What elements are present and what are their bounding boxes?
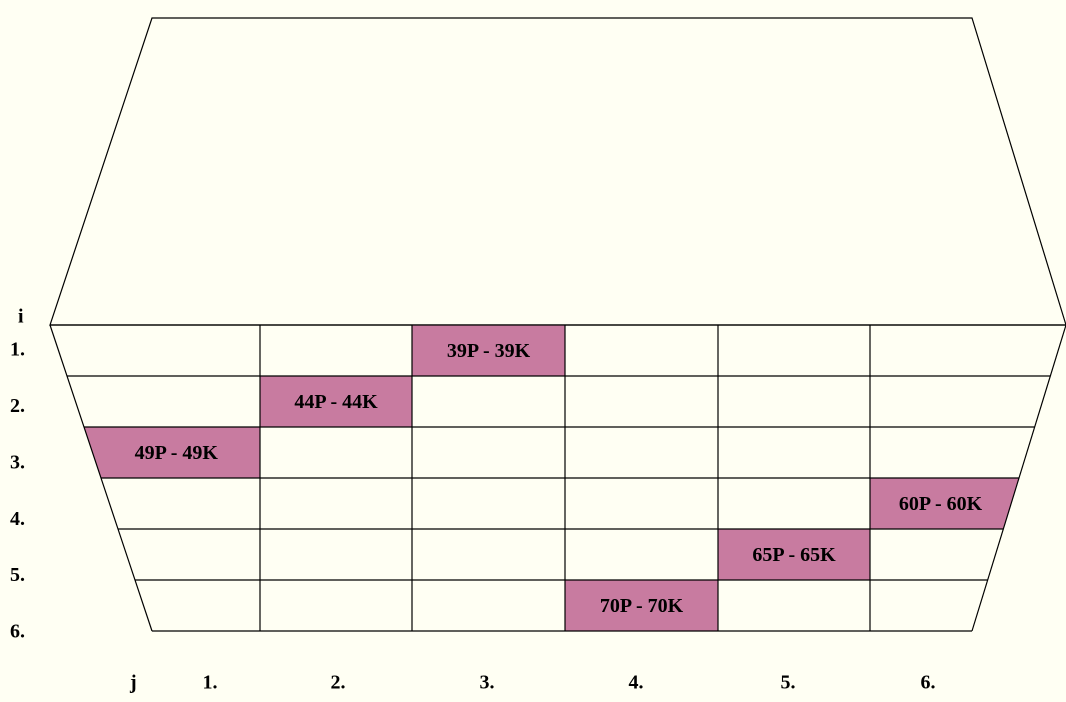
col-label: 4. [629,672,644,694]
col-label: 2. [331,672,346,694]
cell-highlight [870,478,1019,529]
cell-highlight [260,376,412,427]
cell-highlight [565,580,718,631]
col-axis-label: j [129,672,137,694]
cell-label: 60P - 60K [899,493,983,515]
cell-label: 70P - 70K [600,595,684,617]
row-label: 6. [10,621,25,643]
col-label: 6. [921,672,936,694]
col-label: 5. [781,672,796,694]
col-label: 3. [480,672,495,694]
row-label: 4. [10,508,25,530]
cell-highlight [718,529,870,580]
cell-label: 49P - 49K [135,442,219,464]
row-label: 1. [10,339,25,361]
row-label: 2. [10,395,25,417]
cell-label: 39P - 39K [447,340,531,362]
row-axis-label: i [18,306,24,328]
cell-label: 65P - 65K [752,544,836,566]
right-edge [971,324,1066,632]
top-trapezoid [49,17,1066,326]
col-label: 1. [203,672,218,694]
cell-highlight [412,325,565,376]
row-label: 3. [10,451,25,473]
cell-label: 44P - 44K [294,391,378,413]
row-label: 5. [10,564,25,586]
cell-highlight [84,427,260,478]
left-edge [49,324,153,632]
